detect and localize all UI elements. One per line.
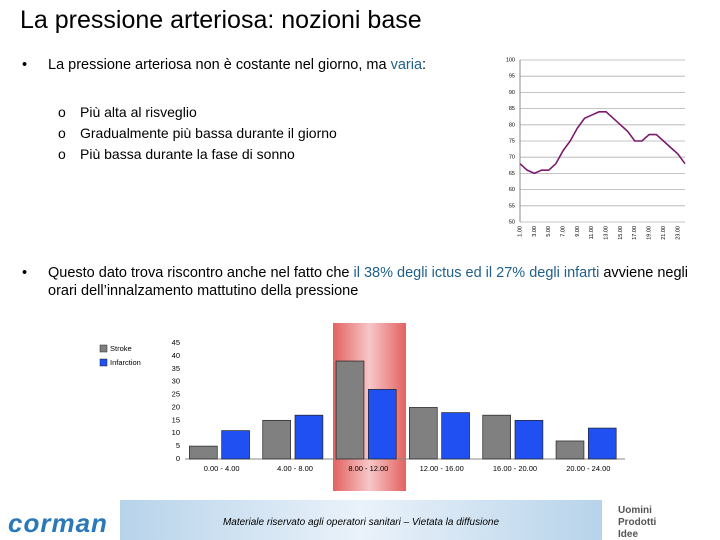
x-tick-label: 0.00 - 4.00 — [204, 464, 240, 473]
y-tick-label: 10 — [172, 428, 180, 437]
y-tick-label: 25 — [172, 390, 180, 399]
sub-bullet: Gradualmente più bassa durante il giorno — [80, 125, 337, 141]
legend-swatch — [99, 344, 108, 353]
x-tick-label: 13.00 — [604, 226, 610, 240]
bar — [409, 407, 438, 460]
bar — [189, 445, 218, 460]
x-tick-label: 12.00 - 16.00 — [420, 464, 464, 473]
y-tick-label: 90 — [509, 90, 515, 96]
y-tick-label: 100 — [506, 57, 515, 63]
x-tick-label: 4.00 - 8.00 — [277, 464, 313, 473]
y-tick-label: 80 — [509, 122, 515, 128]
bar — [262, 419, 291, 460]
y-tick-label: 50 — [509, 219, 515, 225]
y-tick-label: 55 — [509, 203, 515, 209]
y-tick-label: 40 — [172, 351, 180, 360]
x-tick-label: 8.00 - 12.00 — [348, 464, 388, 473]
bar — [482, 414, 511, 460]
footer-bar — [120, 500, 602, 540]
x-tick-label: 3.00 — [532, 226, 538, 237]
text: La pressione arteriosa non è costante ne… — [48, 57, 391, 73]
bar — [587, 427, 617, 460]
bar — [294, 414, 324, 460]
text: : — [422, 57, 427, 73]
bar — [441, 412, 470, 460]
x-tick-label: 20.00 - 24.00 — [566, 464, 610, 473]
y-tick-label: 35 — [172, 364, 180, 373]
brand: Uomini — [618, 505, 652, 516]
legend-swatch — [99, 358, 108, 367]
y-tick-label: 15 — [172, 415, 180, 424]
y-tick-label: 0 — [176, 454, 180, 463]
y-tick-label: 75 — [509, 138, 515, 144]
x-tick-label: 21.00 — [661, 226, 667, 240]
bullet-text: La pressione arteriosa non è costante ne… — [48, 56, 488, 74]
x-tick-label: 7.00 — [560, 226, 566, 237]
y-tick-label: 30 — [172, 377, 180, 386]
x-tick-label: 15.00 — [618, 226, 624, 240]
brand: Prodotti — [618, 517, 657, 528]
x-tick-label: 5.00 — [546, 226, 552, 237]
bar-chart: 0 5 10 15 20 25 30 35 40 45 0.00 - 4.00 4.00 - 8.00… — [99, 323, 625, 491]
line — [519, 111, 686, 175]
bar — [367, 389, 397, 460]
y-tick-label: 65 — [509, 171, 515, 177]
y-tick-label: 70 — [509, 155, 515, 161]
legend-label: Stroke — [110, 344, 132, 353]
x-tick-label: 16.00 - 20.00 — [493, 464, 537, 473]
logo: corman — [8, 508, 108, 538]
x-tick-label: 1.00 — [517, 226, 523, 237]
bar — [221, 430, 250, 460]
x-tick-label: 19.00 — [647, 226, 653, 240]
y-tick-label: 20 — [172, 402, 180, 411]
slide-title: La pressione arteriosa: nozioni base — [20, 6, 422, 34]
text: Questo dato trova riscontro anche nel fa… — [48, 265, 354, 281]
sub-bullet: Più alta al risveglio — [80, 104, 197, 120]
bar — [335, 360, 365, 460]
y-tick-label: 5 — [176, 441, 180, 450]
bullet-marker: • — [22, 265, 28, 281]
x-tick-label: 9.00 — [575, 226, 581, 237]
y-tick-label: 85 — [509, 106, 515, 112]
sub-marker: o — [58, 146, 66, 162]
text: avviene negli orari dell’innalzamento ma… — [48, 265, 688, 299]
legend-label: Infarction — [110, 358, 141, 367]
sub-marker: o — [58, 125, 66, 141]
sub-marker: o — [58, 104, 66, 120]
bar — [514, 419, 544, 460]
line-chart: 50 55 60 65 70 75 80 85 90 95 100 1.00 3.00 5.00 7.00 9… — [506, 57, 686, 240]
bullet-marker: • — [22, 57, 28, 73]
sub-bullet: Più bassa durante la fase di sonno — [80, 146, 295, 162]
text: varia — [390, 57, 423, 73]
bar — [555, 440, 585, 460]
bullet-text: Questo dato trova riscontro anche nel fa… — [48, 264, 708, 300]
y-tick-label: 95 — [509, 74, 515, 80]
brand: Idee — [618, 529, 639, 540]
footer-note: Materiale riservato agli operatori sanit… — [222, 517, 500, 528]
x-tick-label: 17.00 — [632, 226, 638, 240]
text: il 38% degli ictus ed il 27% degli infar… — [353, 265, 600, 281]
x-tick-label: 23.00 — [675, 226, 681, 240]
y-tick-label: 45 — [172, 338, 180, 347]
x-tick-label: 11.00 — [589, 226, 595, 239]
y-tick-label: 60 — [509, 187, 515, 193]
